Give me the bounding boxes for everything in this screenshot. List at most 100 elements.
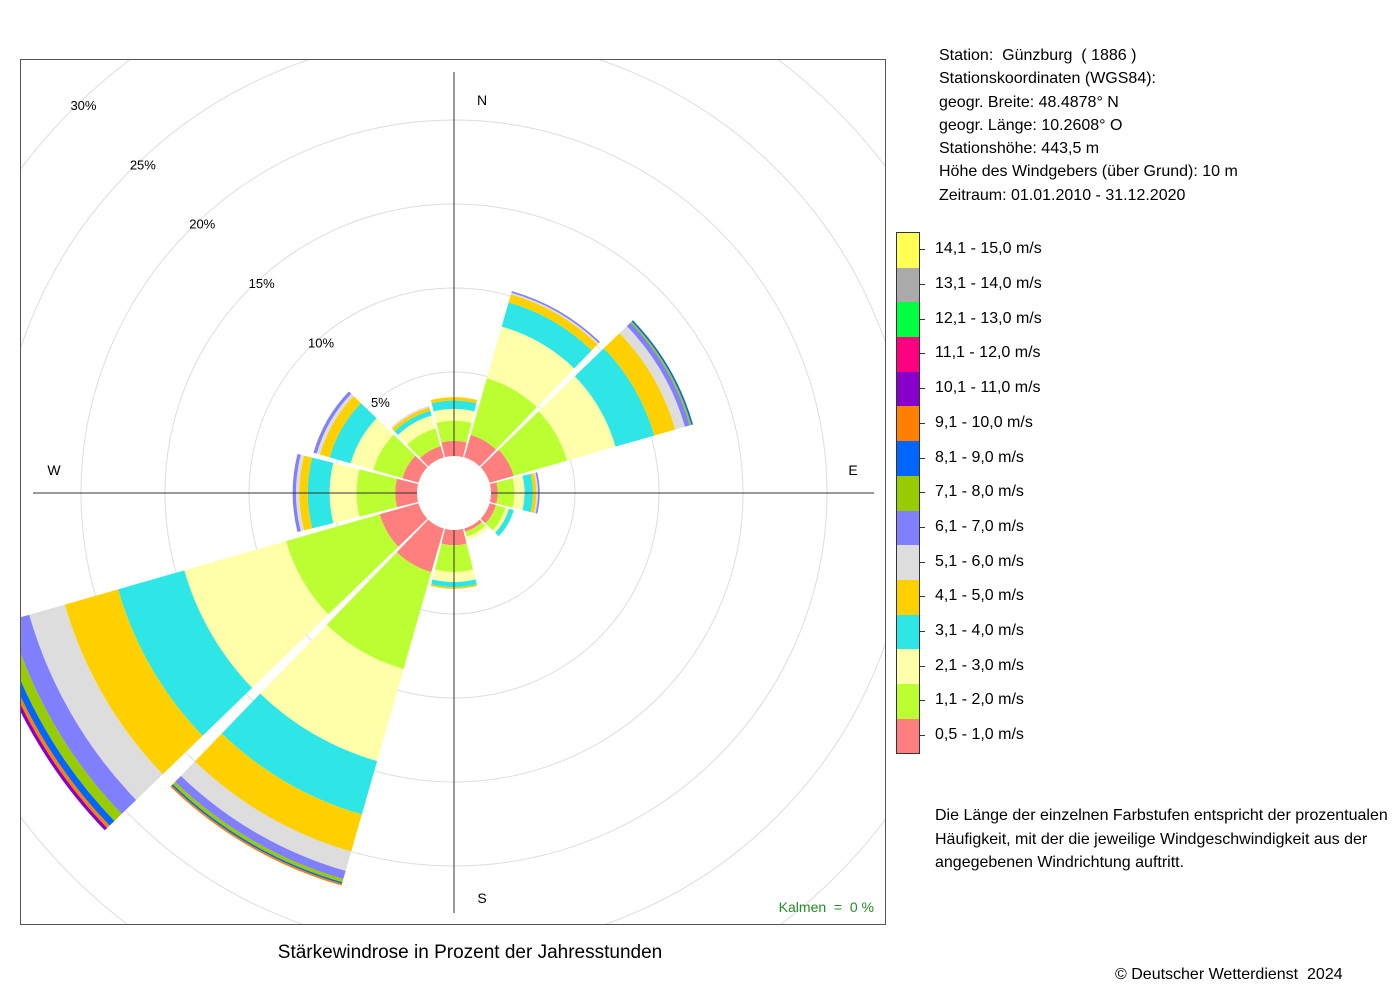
calm-label: Kalmen = 0 % [778,899,874,915]
explanation-note: Die Länge der einzelnen Farbstufen entsp… [935,807,1388,871]
radial-tick-label: 15% [249,276,275,291]
legend-tick [919,735,925,737]
wedge-60-class-3 [574,348,655,447]
wedge-60-class-6 [626,322,690,427]
wedge-330-class-5 [390,405,430,429]
legend-swatch [897,371,919,407]
legend-swatch [897,302,919,338]
wedge-270-class-6 [292,453,301,533]
station-coordinates-heading: Stationskoordinaten (WGS84): [939,70,1156,88]
copyright: © Deutscher Wetterdienst 2024 [1115,966,1343,983]
grid-circle-30% [21,60,885,924]
wedge-210-class-1 [326,552,432,670]
legend-swatch [897,233,919,268]
wedge-300-class-1 [373,434,416,479]
wedge-240-class-7 [21,654,122,821]
radial-tick-label: 5% [371,395,390,410]
legend-swatch [897,718,919,754]
legend-tick [919,353,925,355]
legend-tick [919,631,925,633]
legend-swatch [897,475,919,511]
wedge-330-class-1 [407,428,441,458]
wedge-300-class-0 [402,455,428,483]
legend-tick [919,422,925,424]
legend-label: 10,1 - 11,0 m/s [935,379,1041,397]
station-info: Station: Günzburg ( 1886 ) Stationskoord… [939,44,1238,207]
wedge-90-class-6 [535,472,540,514]
legend-tick [919,526,925,528]
wedge-120-class-2 [492,507,509,533]
wedge-30-class-3 [501,302,592,369]
wedge-60-class-1 [498,411,568,476]
wedge-300-class-5 [316,393,354,455]
wedge-270-class-5 [296,454,304,532]
wedge-30-class-2 [486,326,575,408]
station-name: Station: Günzburg ( 1886 ) [939,47,1137,64]
sensor-height: Höhe des Windgebers (über Grund): 10 m [939,163,1238,181]
legend-label: 12,1 - 13,0 m/s [935,309,1042,327]
legend-label: 11,1 - 12,0 m/s [935,344,1041,362]
legend-tick [919,284,925,286]
wedge-60-class-2 [538,376,616,461]
wedge-150-class-2 [466,525,488,540]
legend-label: 6,1 - 7,0 m/s [935,517,1024,535]
legend-tick [919,561,925,563]
wedge-180-class-4 [430,584,478,589]
wedge-60-class-5 [619,326,685,430]
legend-label: 3,1 - 4,0 m/s [935,622,1024,640]
wedge-240-class-2 [184,541,329,688]
legend-tick [919,457,925,459]
legend-label: 14,1 - 15,0 m/s [935,240,1042,258]
legend-label: 5,1 - 6,0 m/s [935,552,1024,570]
windrose-plot-area: N S W E 5% 10% 15% 20% 25% 30% Kalmen = 0 % [20,59,886,925]
wedge-150-class-1 [465,522,486,537]
wedge-60-class-0 [480,449,514,483]
time-period: Zeitraum: 01.01.2010 - 31.12.2020 [939,186,1186,204]
legend-swatch [897,649,919,684]
wedge-150-class-0 [464,519,483,532]
chart-title: Stärkewindrose in Prozent der Jahresstun… [277,942,663,963]
legend-tick [919,388,925,390]
wedge-90-class-5 [533,472,539,514]
radial-tick-label: 20% [189,217,215,232]
wedge-330-class-0 [420,446,444,467]
wedge-210-class-5 [180,761,352,871]
legend-tick [919,700,925,702]
legend-swatch [897,683,919,719]
wedge-210-class-4 [194,733,362,852]
station-elevation: Stationshöhe: 443,5 m [939,140,1100,158]
legend-swatch [897,441,919,476]
legend-swatch [897,614,919,650]
windrose-chart: N S W E 5% 10% 15% 20% 25% 30% [21,60,885,924]
station-longitude: geogr. Länge: 10.2608° O [939,116,1123,134]
direction-label-S: S [477,890,486,906]
wedge-300-class-3 [329,403,377,464]
wedge-210-class-3 [221,693,378,815]
direction-label-E: E [848,462,857,478]
radial-tick-label: 10% [308,336,334,351]
legend-swatch [897,510,919,546]
radial-tick-label: 30% [70,98,96,113]
wedge-330-class-2 [397,415,436,445]
wedge-60-class-4 [603,333,676,436]
wedge-300-class-4 [319,396,361,458]
wedge-120-class-0 [480,503,497,524]
wedge-330-class-3 [394,410,432,435]
wedge-30-class-0 [464,434,497,467]
legend-tick [919,249,925,251]
wedge-240-class-0 [379,503,428,547]
legend-swatch [897,337,919,372]
wedge-330-class-4 [392,407,431,432]
legend-color-bar [896,232,920,755]
wedge-210-class-0 [396,519,444,573]
legend-tick [919,492,925,494]
legend-label: 7,1 - 8,0 m/s [935,483,1024,501]
wedge-210-class-6 [175,775,346,880]
legend-label: 8,1 - 9,0 m/s [935,448,1024,466]
wedge-120-class-3 [495,508,514,537]
direction-label-W: W [47,462,61,478]
direction-label-N: N [477,92,487,108]
legend-tick [919,596,925,598]
legend-tick [919,318,925,320]
wedge-240-class-8 [21,680,115,826]
